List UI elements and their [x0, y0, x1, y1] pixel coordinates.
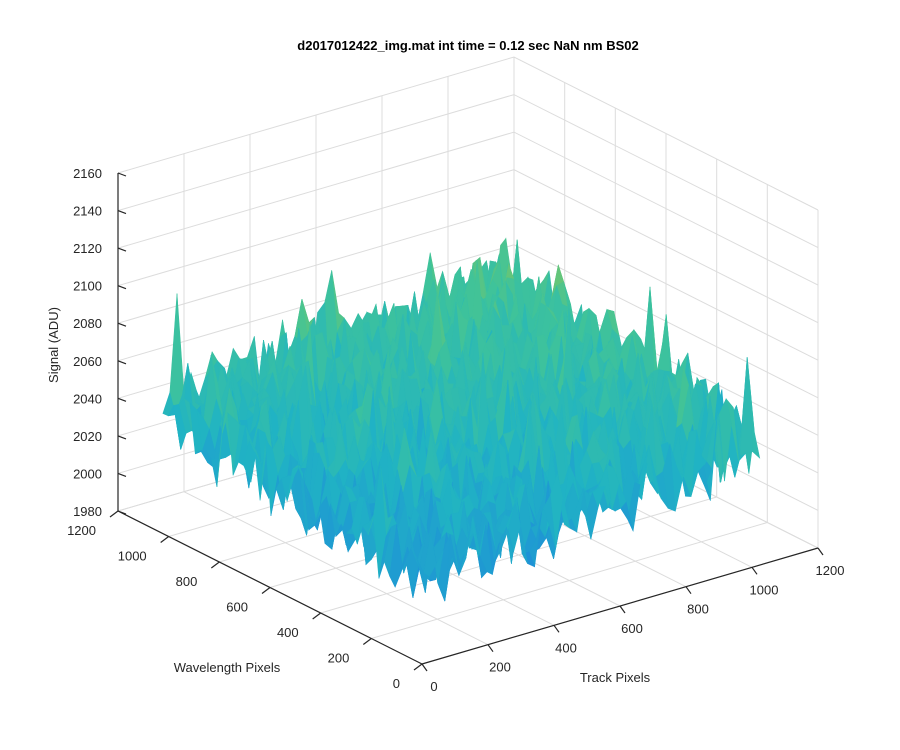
y-tick-label: 0: [393, 676, 400, 691]
y-tick-label: 600: [226, 600, 248, 615]
x-tick: [817, 547, 824, 556]
x-tick-label: 1200: [816, 563, 845, 578]
grid-line-z: [117, 244, 819, 399]
grid-line-z: [117, 94, 819, 249]
y-tick-label: 1200: [67, 523, 96, 538]
y-tick: [362, 638, 372, 645]
z-tick: [117, 172, 127, 177]
grid-line-z: [117, 169, 819, 324]
grid-line-z: [117, 131, 819, 286]
chart-title: d2017012422_img.mat int time = 0.12 sec …: [297, 38, 638, 53]
y-tick-label: 200: [328, 651, 350, 666]
x-tick: [685, 586, 692, 595]
z-tick: [117, 322, 127, 327]
z-tick-label: 2060: [73, 354, 102, 369]
z-tick: [117, 472, 127, 478]
surface-patch: [416, 558, 430, 577]
z-tick-label: 2100: [73, 279, 102, 294]
z-tick-label: 2160: [73, 166, 102, 181]
z-tick: [117, 360, 127, 365]
z-tick-label: 2120: [73, 241, 102, 256]
y-tick: [109, 510, 119, 518]
y-tick: [413, 663, 423, 671]
grid-line-z: [117, 56, 819, 211]
surface-mesh[interactable]: [162, 237, 761, 602]
grid-line-z: [117, 206, 819, 361]
z-tick: [117, 247, 127, 252]
z-tick-label: 2080: [73, 316, 102, 331]
z-tick: [117, 209, 127, 215]
x-tick-label: 1000: [750, 582, 779, 597]
z-tick: [117, 285, 127, 290]
x-axis-label: Track Pixels: [580, 670, 651, 685]
y-tick: [210, 561, 220, 569]
x-tick: [421, 663, 428, 672]
y-axis-label: Wavelength Pixels: [174, 660, 281, 675]
y-tick: [261, 587, 271, 594]
y-tick-label: 800: [176, 574, 198, 589]
x-tick-label: 400: [555, 640, 577, 655]
x-tick: [487, 644, 494, 653]
z-tick: [117, 510, 127, 515]
x-tick-label: 200: [489, 660, 511, 675]
x-tick: [553, 624, 560, 633]
z-tick-label: 2000: [73, 466, 102, 481]
z-axis-label: Signal (ADU): [46, 307, 61, 383]
axis-lines: [109, 172, 824, 672]
x-tick: [619, 605, 626, 614]
tick-labels: 0 200 400 600 800 1000 1200 0 200 400 600 800 1000 12…: [67, 166, 844, 694]
y-tick: [160, 536, 170, 543]
z-tick: [117, 435, 127, 440]
z-tick-label: 2040: [73, 391, 102, 406]
x-tick-label: 600: [621, 621, 643, 636]
y-tick: [312, 612, 322, 620]
x-tick-label: 0: [430, 679, 437, 694]
y-tick-label: 400: [277, 625, 299, 640]
x-tick-label: 800: [687, 602, 709, 617]
z-tick-label: 1980: [73, 504, 102, 519]
x-tick: [751, 566, 758, 575]
y-tick-label: 1000: [118, 549, 147, 564]
z-tick: [117, 397, 127, 402]
z-tick-label: 2140: [73, 204, 102, 219]
z-tick-label: 2020: [73, 429, 102, 444]
